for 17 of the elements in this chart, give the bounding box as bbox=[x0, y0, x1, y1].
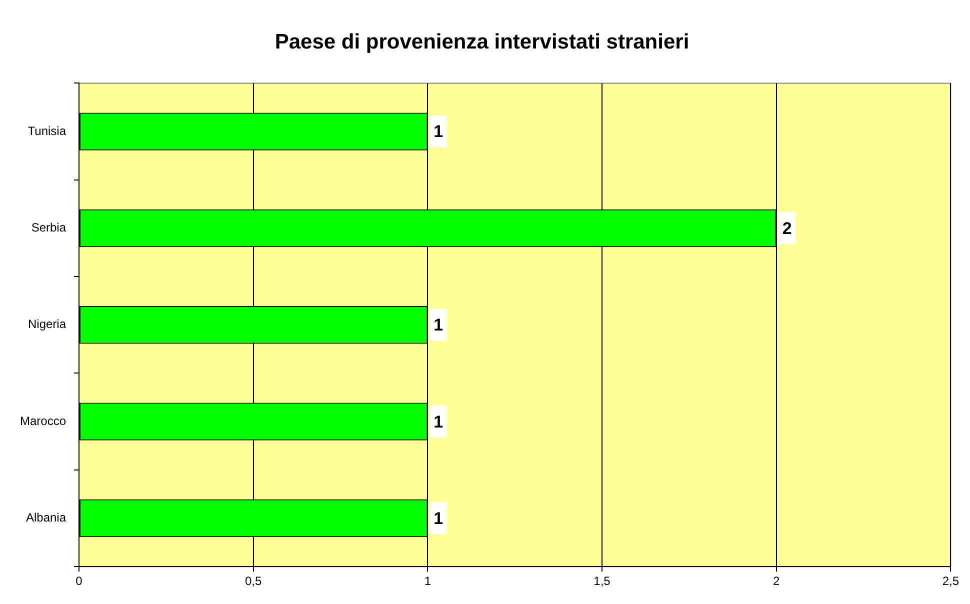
y-tick-label: Albania bbox=[26, 510, 66, 525]
y-tick-label: Tunisia bbox=[28, 124, 66, 138]
y-tick-label: Marocco bbox=[20, 414, 66, 428]
data-label: 1 bbox=[434, 508, 444, 528]
x-tick-label: 2,5 bbox=[942, 574, 960, 588]
chart-title: Paese di provenienza intervistati stranieri bbox=[274, 30, 690, 54]
data-label: 1 bbox=[434, 122, 444, 142]
y-tick-label: Serbia bbox=[31, 220, 66, 235]
x-tick-label: 1 bbox=[424, 574, 432, 588]
data-label: 1 bbox=[434, 316, 444, 335]
x-tick-label: 2 bbox=[772, 574, 780, 588]
data-label: 2 bbox=[782, 218, 792, 238]
x-tick-label: 1,5 bbox=[594, 574, 611, 588]
y-tick-label: Nigeria bbox=[28, 317, 66, 332]
data-label: 1 bbox=[434, 412, 444, 432]
x-tick-label: 0 bbox=[76, 574, 83, 588]
x-tick-label: 0,5 bbox=[245, 574, 262, 588]
